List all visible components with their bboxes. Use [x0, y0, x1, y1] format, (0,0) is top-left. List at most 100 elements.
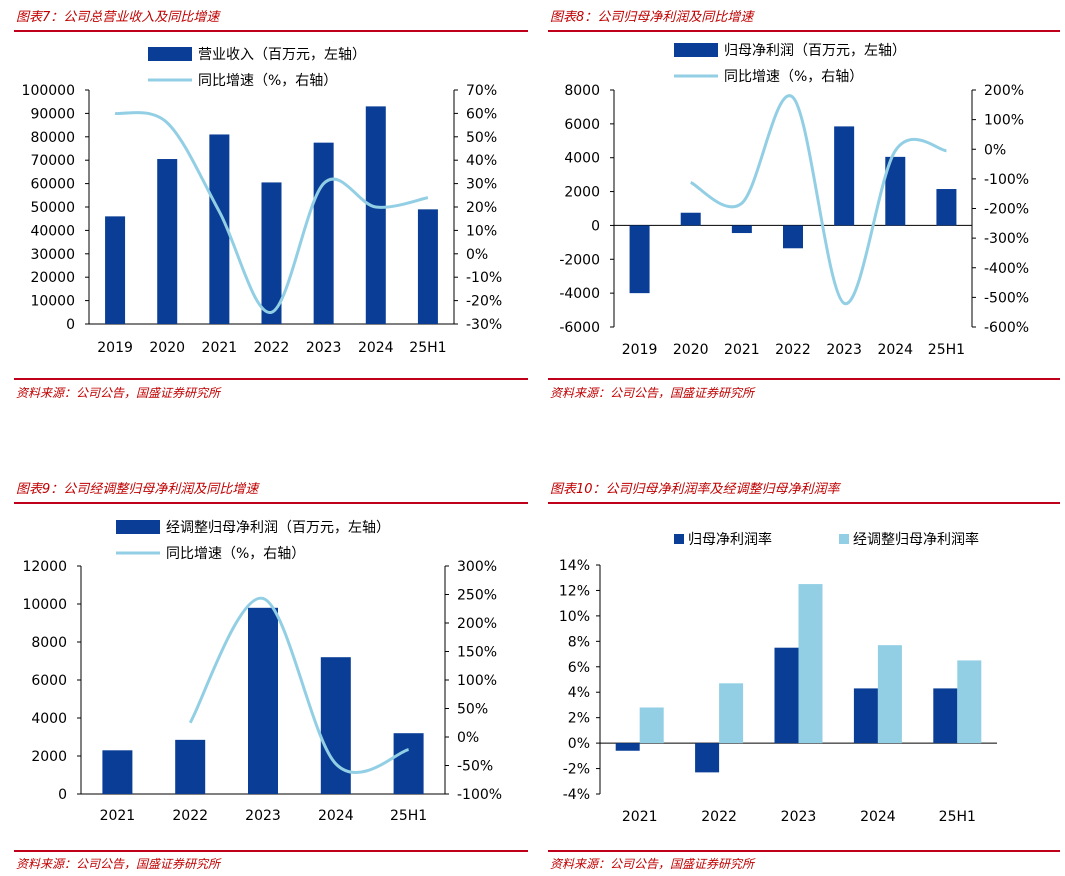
legend-label: 同比增速（%，右轴）: [166, 546, 305, 562]
title-rule: [14, 502, 528, 504]
bar-adjusted-margin: [877, 645, 902, 744]
y-tick-label-right: 0%: [984, 142, 1006, 158]
y-tick-label-left: 100000: [22, 83, 75, 99]
y-tick-label-right: 0%: [457, 730, 479, 746]
x-tick-label: 2020: [673, 342, 709, 358]
chart-fig7: 0 10000 20000 30000 40000 50000 60000 70000 8000…: [22, 47, 502, 356]
title-rule: [14, 30, 528, 32]
series-line: [114, 111, 429, 314]
x-tick-label: 25H1: [390, 808, 427, 824]
panel-fig8: 图表8：公司归母净利润及同比增速 -6000 -4000 -2000 0 2000 400…: [548, 0, 1060, 410]
legend-label: 同比增速（%，右轴）: [724, 69, 863, 85]
y-tick-label-right: 150%: [457, 645, 497, 661]
y-tick-label: 2%: [568, 711, 590, 727]
x-tick-label: 2022: [701, 809, 737, 825]
y-tick-label-left: -2000: [559, 252, 600, 268]
y-tick-label-right: -50%: [457, 759, 493, 775]
bar-adjusted-margin: [957, 660, 982, 744]
y-tick-label-right: -20%: [466, 294, 502, 310]
bar: [248, 607, 278, 794]
x-tick-label: 2021: [622, 809, 658, 825]
source-note: 资料来源：公司公告，国盛证券研究所: [16, 857, 221, 871]
bar: [209, 134, 230, 324]
y-tick-label: 10%: [559, 609, 590, 625]
y-tick-label-left: 0: [591, 218, 600, 234]
y-tick-label-right: 50%: [457, 702, 488, 718]
series-line: [188, 596, 410, 774]
y-tick-label-right: -600%: [984, 320, 1029, 336]
y-tick-label-left: 30000: [30, 247, 75, 263]
source-rule: [548, 378, 1060, 380]
x-tick-label: 2022: [172, 808, 208, 824]
title-rule: [548, 30, 1060, 32]
y-tick-label-right: 30%: [466, 177, 497, 193]
y-tick-label-right: -10%: [466, 270, 502, 286]
y-tick-label-right: -100%: [984, 172, 1029, 188]
y-tick-label-right: 0%: [466, 247, 488, 263]
legend-label: 经调整归母净利润率: [853, 531, 979, 548]
legend-swatch-bar: [116, 520, 160, 534]
y-tick-label: -4%: [563, 787, 590, 803]
source-rule: [14, 850, 528, 852]
y-tick-label-right: 200%: [457, 616, 497, 632]
bar: [261, 182, 282, 324]
x-tick-label: 2023: [826, 342, 862, 358]
panel-fig10: 图表10：公司归母净利润率及经调整归母净利润率 -4% -2% 0% 2% 4% 6% 8%…: [548, 476, 1060, 876]
legend-swatch-bar: [148, 47, 192, 61]
y-tick-label: 6%: [568, 660, 590, 676]
y-tick-label: 4%: [568, 685, 590, 701]
legend-label: 经调整归母净利润（百万元，左轴）: [166, 519, 390, 536]
y-tick-label-left: -6000: [559, 320, 600, 336]
y-tick-label: 14%: [559, 558, 590, 574]
x-tick-label: 2024: [877, 342, 913, 358]
series-line: [689, 94, 947, 305]
legend-label: 归母净利润率: [688, 531, 772, 548]
x-tick-label: 2019: [97, 340, 133, 356]
source-note: 资料来源：公司公告，国盛证券研究所: [550, 386, 755, 400]
x-tick-label: 2019: [622, 342, 658, 358]
y-tick-label-left: 2000: [31, 749, 67, 765]
y-tick-label-right: 250%: [457, 588, 497, 604]
legend-label: 营业收入（百万元，左轴）: [198, 47, 366, 63]
chart-title: 图表9：公司经调整归母净利润及同比增速: [16, 482, 259, 497]
y-tick-label-right: 10%: [466, 223, 497, 239]
bar-net-margin: [933, 688, 958, 744]
y-tick-label-left: 0: [58, 787, 67, 803]
bar-net-margin: [774, 647, 799, 744]
y-tick-label: -2%: [563, 762, 590, 778]
source-note: 资料来源：公司公告，国盛证券研究所: [550, 857, 755, 871]
x-tick-label: 2024: [358, 340, 394, 356]
y-tick-label-right: -30%: [466, 317, 502, 333]
y-tick-label-left: 50000: [30, 200, 75, 216]
y-tick-label-left: 4000: [31, 711, 67, 727]
y-tick-label-right: 200%: [984, 83, 1024, 99]
x-tick-label: 2021: [100, 808, 136, 824]
x-tick-label: 2022: [254, 340, 290, 356]
y-tick-label-right: -500%: [984, 290, 1029, 306]
y-tick-label-left: 20000: [30, 270, 75, 286]
x-tick-label: 2023: [245, 808, 281, 824]
chart-title: 图表10：公司归母净利润率及经调整归母净利润率: [550, 482, 840, 497]
x-tick-label: 25H1: [409, 340, 446, 356]
y-tick-label-left: 8000: [564, 83, 600, 99]
y-tick-label: 8%: [568, 634, 590, 650]
bar: [320, 657, 351, 794]
y-tick-label-left: 6000: [564, 117, 600, 133]
y-tick-label-right: -200%: [984, 202, 1029, 218]
y-tick-label-left: 80000: [30, 130, 75, 146]
legend-swatch: [839, 534, 849, 544]
y-tick-label-right: -100%: [457, 787, 502, 803]
panel-fig7: 图表7：公司总营业收入及同比增速 0 10000 20000 30000 40000 50…: [14, 0, 528, 410]
bar-net-margin: [695, 743, 720, 773]
y-tick-label: 0%: [568, 736, 590, 752]
y-tick-label-left: 10000: [22, 597, 67, 613]
bar: [629, 225, 650, 294]
bar: [105, 216, 126, 324]
bar: [365, 106, 386, 324]
chart-fig8: -6000 -4000 -2000 0 2000 4000 6000 8000 -600% -50…: [559, 42, 1029, 358]
y-tick-label-right: 40%: [466, 153, 497, 169]
bar-adjusted-margin: [798, 584, 823, 744]
y-tick-label-left: 40000: [30, 223, 75, 239]
source-note: 资料来源：公司公告，国盛证券研究所: [16, 386, 221, 400]
x-tick-label: 25H1: [939, 809, 976, 825]
